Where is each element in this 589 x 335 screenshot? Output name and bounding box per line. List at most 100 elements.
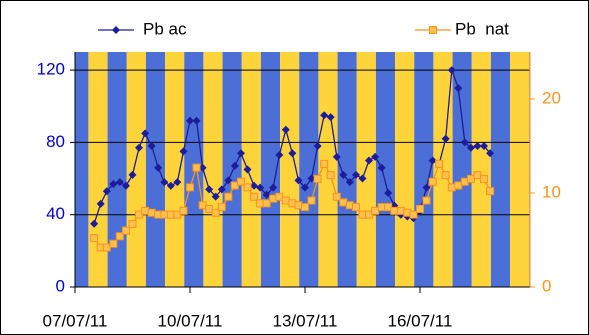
marker: [109, 239, 118, 248]
marker: [154, 163, 163, 172]
marker: [460, 138, 469, 147]
marker: [205, 185, 214, 194]
marker: [447, 183, 456, 192]
marker: [428, 156, 437, 165]
marker: [422, 196, 431, 205]
band: [337, 52, 357, 287]
x-tick-label: 10/07/11: [158, 311, 223, 330]
legend-item: Pb nat: [415, 19, 509, 38]
y-tick-label: 0: [56, 276, 65, 295]
marker: [160, 178, 169, 187]
marker: [205, 204, 214, 213]
band: [145, 52, 166, 287]
y2-tick-label: 20: [542, 88, 561, 107]
marker: [339, 198, 348, 207]
marker: [262, 199, 271, 208]
marker: [294, 176, 303, 185]
marker: [236, 149, 245, 158]
marker: [466, 174, 475, 183]
marker: [147, 142, 156, 150]
marker: [102, 187, 111, 196]
band: [260, 52, 281, 287]
marker: [454, 181, 463, 190]
marker: [166, 181, 175, 190]
marker: [326, 113, 335, 122]
marker: [351, 203, 360, 212]
marker: [262, 190, 271, 199]
marker: [473, 142, 482, 150]
marker: [198, 163, 207, 172]
marker: [332, 192, 341, 201]
band: [452, 52, 472, 287]
marker: [166, 210, 175, 219]
marker: [371, 152, 380, 161]
marker: [185, 183, 194, 192]
band: [222, 52, 242, 287]
marker: [115, 232, 124, 241]
marker: [269, 183, 278, 192]
marker: [466, 143, 475, 152]
y2-tick-label: 0: [542, 276, 551, 295]
band: [75, 52, 89, 287]
y-tick-label: 80: [46, 132, 65, 151]
marker: [160, 210, 169, 219]
marker: [211, 192, 220, 201]
marker: [192, 116, 201, 125]
marker: [428, 177, 437, 186]
marker: [198, 201, 207, 210]
marker: [480, 174, 489, 183]
marker: [473, 171, 482, 180]
marker: [326, 171, 335, 180]
marker: [351, 170, 360, 179]
marker: [121, 226, 130, 235]
marker: [294, 201, 303, 210]
marker: [217, 203, 226, 212]
marker: [441, 171, 450, 180]
band: [395, 52, 415, 287]
marker: [435, 159, 444, 168]
marker: [358, 174, 367, 183]
marker: [141, 129, 150, 138]
marker: [211, 208, 220, 217]
bands: [75, 52, 530, 287]
marker: [224, 192, 233, 201]
marker: [429, 26, 437, 34]
marker: [486, 187, 495, 196]
marker: [179, 206, 188, 215]
marker: [384, 189, 393, 197]
marker: [377, 163, 386, 172]
marker: [332, 152, 341, 161]
marker: [192, 163, 201, 172]
marker: [90, 219, 99, 228]
band: [471, 52, 491, 287]
marker: [480, 142, 489, 150]
x-tick-label: 16/07/11: [388, 311, 453, 330]
marker: [250, 192, 259, 201]
band: [510, 52, 530, 287]
band: [126, 52, 146, 287]
marker: [185, 116, 194, 125]
marker: [147, 208, 156, 217]
x-tick-label: 07/07/11: [43, 311, 108, 330]
band: [299, 52, 319, 287]
marker: [377, 203, 386, 212]
marker: [409, 210, 418, 219]
marker: [358, 210, 367, 219]
marker: [141, 206, 150, 215]
band: [375, 52, 396, 287]
marker: [307, 174, 316, 183]
marker: [256, 199, 265, 208]
marker: [250, 181, 259, 190]
marker: [121, 181, 130, 190]
marker: [173, 178, 182, 187]
marker: [281, 196, 290, 205]
marker: [300, 183, 309, 192]
marker: [135, 143, 144, 152]
band: [203, 52, 223, 287]
marker: [300, 203, 309, 212]
band: [280, 52, 300, 287]
marker: [313, 174, 322, 183]
marker: [320, 111, 329, 120]
marker: [486, 149, 495, 158]
